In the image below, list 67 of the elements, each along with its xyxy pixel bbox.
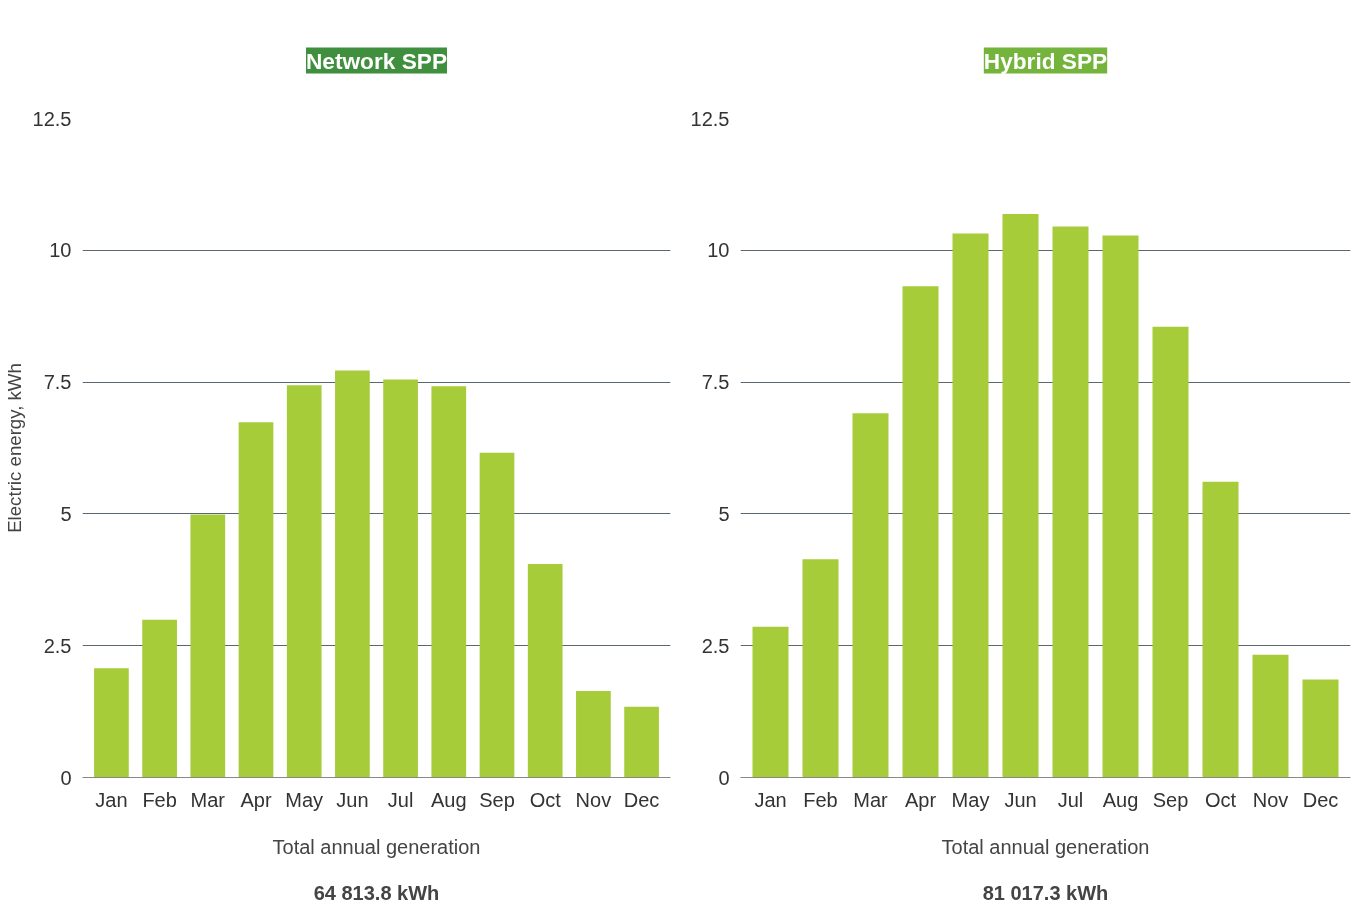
- y-tick-label: 5: [60, 502, 72, 525]
- x-tick-label: Jul: [387, 788, 414, 811]
- text: Total annual generation: [272, 835, 481, 858]
- x-tick-label: Nov: [575, 788, 612, 811]
- y-tick-label: 0: [718, 766, 730, 789]
- bar: [335, 370, 370, 778]
- y-tick-label: 10: [49, 239, 72, 262]
- y-tick-label: 0: [60, 766, 72, 789]
- text: 81 017.3 kWh: [982, 881, 1109, 904]
- y-tick-label: 7.5: [701, 371, 730, 394]
- x-tick-label: Sep: [479, 788, 515, 811]
- bar: [1252, 654, 1289, 778]
- y-tick-label: 7.5: [43, 371, 72, 394]
- bar: [576, 691, 611, 778]
- y-axis-title: Electric energy, kWh: [3, 363, 25, 533]
- x-tick-label: May: [285, 788, 324, 811]
- x-tick-label: Jul: [1057, 788, 1084, 811]
- x-tick-label: Jun: [336, 788, 369, 811]
- x-tick-label: Feb: [142, 788, 177, 811]
- x-tick-label: Feb: [803, 788, 838, 811]
- y-tick-label: 12.5: [32, 107, 72, 130]
- x-tick-label: Oct: [1204, 788, 1237, 811]
- bar: [1302, 679, 1339, 778]
- x-tick-label: Apr: [240, 788, 272, 811]
- x-tick-label: Mar: [853, 788, 889, 811]
- x-tick-label: Apr: [904, 788, 937, 811]
- chart-title: Hybrid SPP: [983, 47, 1108, 74]
- bar: [431, 386, 467, 778]
- y-tick-label: 5: [718, 502, 730, 525]
- text: Total annual generation: [941, 835, 1150, 858]
- bar: [94, 668, 129, 778]
- x-tick-label: Aug: [1102, 788, 1139, 811]
- bar: [238, 422, 274, 778]
- bar: [142, 619, 177, 778]
- bar: [383, 379, 418, 778]
- bar: [527, 563, 563, 778]
- y-tick-label: 2.5: [43, 634, 72, 657]
- x-tick-label: Aug: [431, 788, 467, 811]
- x-tick-label: Jun: [1004, 788, 1037, 811]
- x-tick-label: Sep: [1152, 788, 1189, 811]
- bar: [952, 233, 989, 778]
- bar: [479, 452, 515, 778]
- bar: [286, 385, 322, 778]
- bar: [1102, 235, 1139, 778]
- bar: [1152, 326, 1189, 778]
- x-tick-label: Dec: [623, 788, 660, 811]
- bar: [624, 706, 659, 778]
- chart-title: Network SPP: [305, 47, 448, 74]
- x-tick-label: Mar: [190, 788, 226, 811]
- x-tick-label: Jan: [754, 788, 787, 811]
- x-tick-label: Dec: [1302, 788, 1339, 811]
- bar: [852, 413, 889, 778]
- y-tick-label: 12.5: [690, 107, 730, 130]
- x-tick-label: Jan: [95, 788, 128, 811]
- x-tick-label: Oct: [529, 788, 562, 811]
- x-tick-label: May: [951, 788, 990, 811]
- bar: [1052, 226, 1089, 778]
- bar: [752, 626, 789, 778]
- x-tick-label: Nov: [1252, 788, 1289, 811]
- bar: [802, 559, 839, 778]
- y-tick-label: 10: [707, 239, 730, 262]
- bar: [190, 514, 226, 778]
- bar: [1202, 481, 1239, 778]
- text: 64 813.8 kWh: [313, 881, 440, 904]
- bar: [902, 286, 939, 778]
- bar: [1002, 213, 1039, 778]
- y-tick-label: 2.5: [701, 634, 730, 657]
